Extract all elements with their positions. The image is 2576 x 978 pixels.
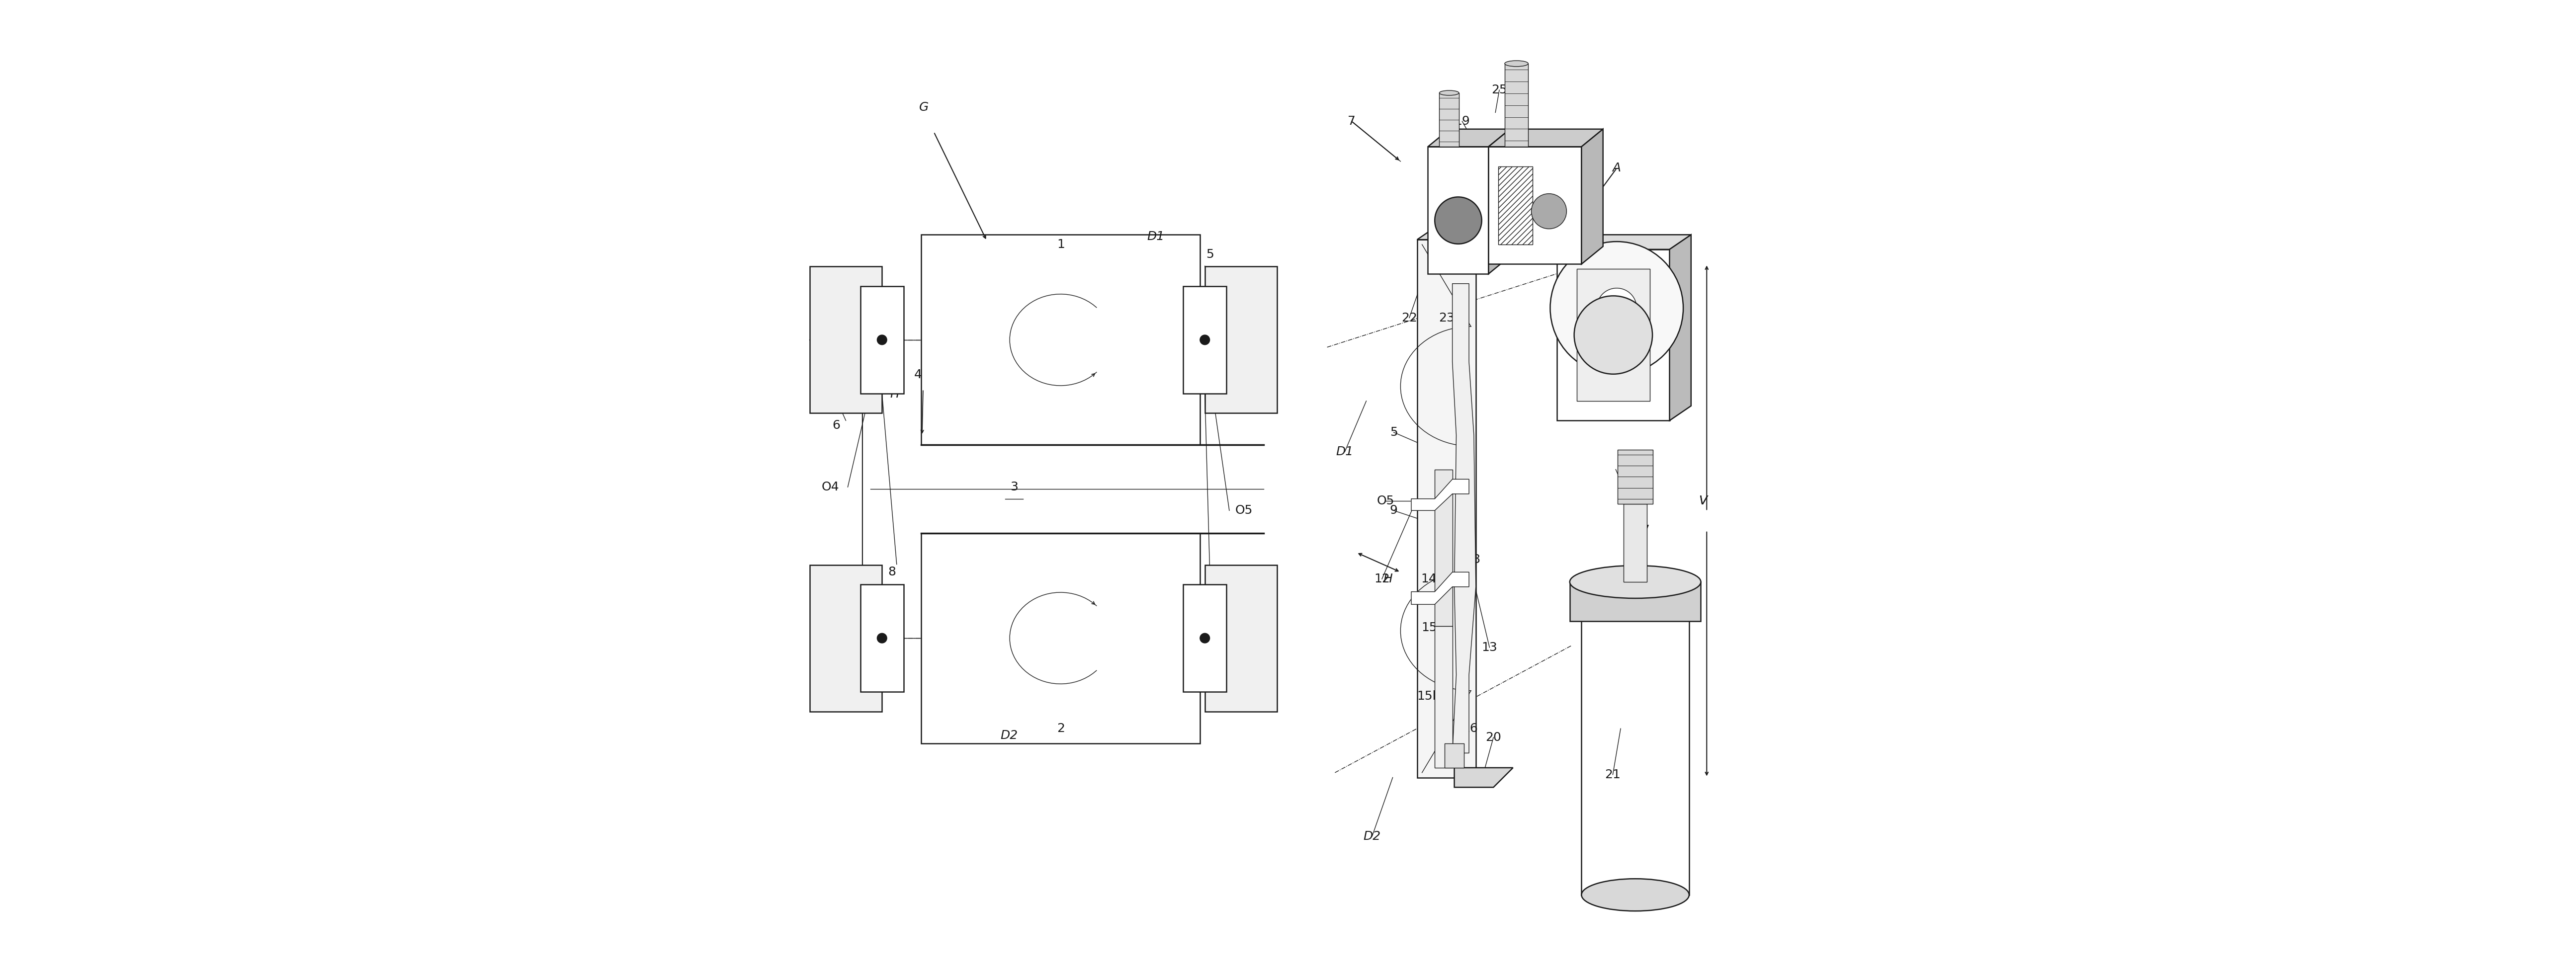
Text: 8: 8 <box>889 566 896 578</box>
Ellipse shape <box>1582 878 1690 911</box>
Circle shape <box>876 334 886 344</box>
Text: O5: O5 <box>1234 505 1252 516</box>
Text: 8: 8 <box>1211 571 1218 583</box>
Bar <box>922 533 1200 743</box>
Text: 21: 21 <box>1605 769 1620 780</box>
Text: 8: 8 <box>1471 554 1479 565</box>
Ellipse shape <box>1582 585 1690 618</box>
Text: O4: O4 <box>822 481 840 493</box>
Polygon shape <box>1412 479 1468 511</box>
Text: V: V <box>850 398 860 410</box>
Text: 11: 11 <box>866 669 881 681</box>
Text: 4: 4 <box>914 369 922 380</box>
Text: 25: 25 <box>1492 84 1507 96</box>
Text: 7: 7 <box>1244 361 1252 373</box>
Ellipse shape <box>1551 242 1682 375</box>
Text: 9: 9 <box>1224 612 1231 624</box>
Text: 5: 5 <box>1206 248 1213 260</box>
Bar <box>922 235 1200 445</box>
Text: 10: 10 <box>868 302 884 314</box>
Text: 9: 9 <box>876 612 884 624</box>
Text: D2: D2 <box>1363 830 1381 842</box>
Bar <box>809 266 881 413</box>
Polygon shape <box>1445 743 1463 768</box>
Bar <box>1182 286 1226 393</box>
Polygon shape <box>1435 626 1453 768</box>
Ellipse shape <box>1569 565 1700 599</box>
Polygon shape <box>1435 469 1453 626</box>
Polygon shape <box>1412 572 1468 604</box>
Text: 14: 14 <box>1422 573 1437 585</box>
Text: 17: 17 <box>1633 524 1651 536</box>
Text: 19: 19 <box>1455 115 1471 127</box>
Ellipse shape <box>1435 197 1481 244</box>
Text: 15b: 15b <box>1417 690 1440 702</box>
Text: 5: 5 <box>1388 426 1399 438</box>
Bar <box>1206 266 1278 413</box>
Circle shape <box>1200 634 1211 644</box>
Bar <box>1577 269 1651 401</box>
Bar <box>1206 564 1278 712</box>
Polygon shape <box>1489 147 1582 264</box>
Ellipse shape <box>1530 194 1566 229</box>
Ellipse shape <box>1574 295 1651 374</box>
Text: 7: 7 <box>1347 115 1355 127</box>
Polygon shape <box>1582 129 1602 264</box>
Text: G: G <box>920 102 930 113</box>
Text: 12: 12 <box>1373 573 1391 585</box>
Text: H: H <box>1383 573 1394 585</box>
Text: 3: 3 <box>1010 481 1018 493</box>
Ellipse shape <box>1440 90 1458 95</box>
Ellipse shape <box>1597 289 1636 328</box>
Circle shape <box>876 634 886 644</box>
Polygon shape <box>1489 129 1510 274</box>
Text: 2: 2 <box>1056 723 1064 734</box>
Polygon shape <box>1556 235 1690 249</box>
Text: 16: 16 <box>1463 723 1479 734</box>
Text: 13: 13 <box>1481 642 1497 653</box>
Text: D2: D2 <box>999 730 1018 741</box>
Polygon shape <box>1489 129 1602 147</box>
Text: V: V <box>1698 495 1708 507</box>
Text: 6: 6 <box>832 420 840 431</box>
Polygon shape <box>1556 249 1669 421</box>
Text: V: V <box>1698 495 1708 507</box>
Polygon shape <box>1499 166 1533 244</box>
Polygon shape <box>1669 235 1690 421</box>
Polygon shape <box>1417 229 1492 240</box>
Circle shape <box>1200 334 1211 344</box>
Polygon shape <box>1427 147 1489 274</box>
Text: 23: 23 <box>1437 312 1455 324</box>
Text: 15a: 15a <box>1422 622 1445 634</box>
Text: 26: 26 <box>1551 133 1569 145</box>
Polygon shape <box>1455 768 1512 787</box>
Text: 22: 22 <box>1401 312 1417 324</box>
Polygon shape <box>1453 284 1476 753</box>
Bar <box>1623 504 1646 582</box>
Bar <box>809 564 881 712</box>
Ellipse shape <box>1504 61 1528 67</box>
Text: H: H <box>891 388 899 400</box>
Bar <box>860 286 904 393</box>
Bar <box>1182 585 1226 692</box>
Text: 18: 18 <box>1502 129 1517 141</box>
Text: D1: D1 <box>1337 446 1352 458</box>
Bar <box>1569 582 1700 621</box>
Polygon shape <box>1417 240 1476 778</box>
Text: 20: 20 <box>1486 732 1502 743</box>
Text: 1: 1 <box>1056 239 1064 250</box>
Text: 24: 24 <box>1515 182 1530 194</box>
Bar <box>1618 450 1654 504</box>
Text: 9: 9 <box>1388 505 1399 516</box>
Bar <box>860 585 904 692</box>
Polygon shape <box>1440 93 1458 147</box>
Text: D1: D1 <box>1146 231 1164 243</box>
Polygon shape <box>1504 64 1528 147</box>
Text: A: A <box>1613 162 1620 174</box>
Text: O5: O5 <box>1378 495 1394 507</box>
Polygon shape <box>1427 129 1510 147</box>
